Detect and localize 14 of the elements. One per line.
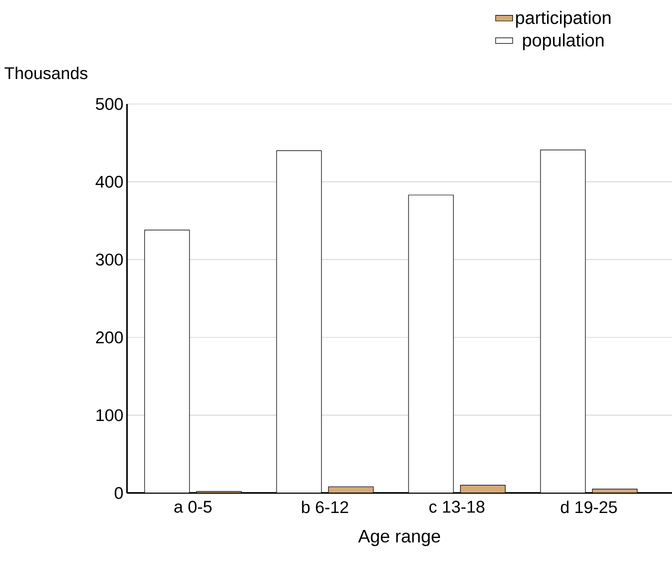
legend-label: participation <box>516 10 610 28</box>
y-axis-title: Thousands <box>4 66 88 80</box>
y-tick-label: 100 <box>96 409 123 422</box>
y-tick-label: 200 <box>96 331 123 344</box>
y-tick-label: 500 <box>96 98 123 110</box>
x-tick-label: c 13-18 <box>429 500 484 513</box>
x-tick-label: b 6-12 <box>302 500 348 514</box>
y-tick-label: 300 <box>96 254 123 266</box>
legend-label: population <box>523 33 604 50</box>
y-tick-label: 400 <box>96 176 123 188</box>
x-axis-title: Age range <box>358 530 440 546</box>
x-tick-label: a 0-5 <box>174 500 212 513</box>
y-tick-label: 0 <box>114 486 123 499</box>
x-tick-label: d 19-25 <box>560 500 617 514</box>
